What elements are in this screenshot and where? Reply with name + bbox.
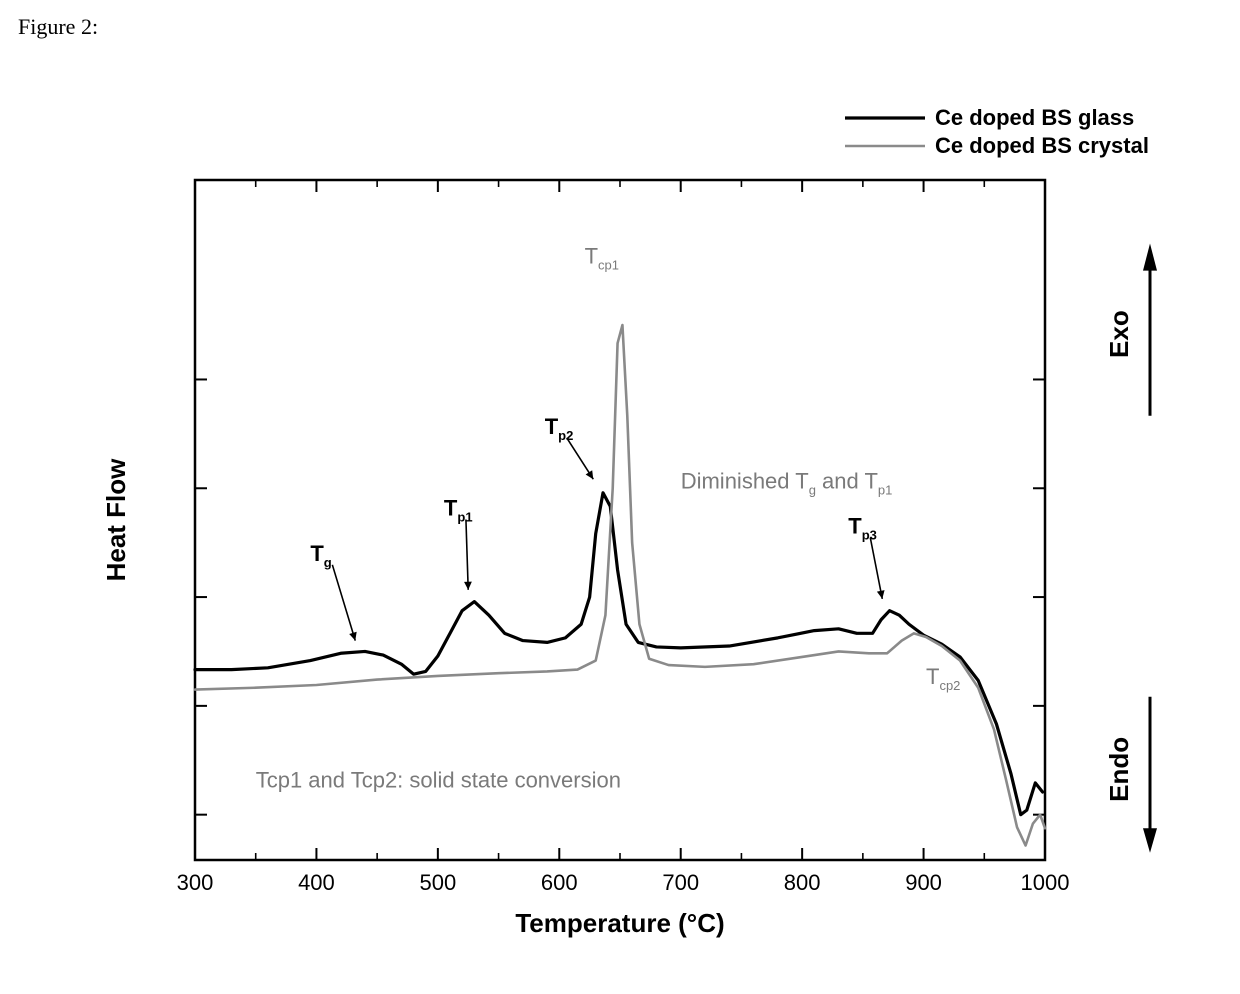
svg-text:Temperature (°C): Temperature (°C) [515, 908, 724, 938]
svg-text:Diminished Tg and Tp1: Diminished Tg and Tp1 [681, 468, 893, 497]
svg-text:800: 800 [784, 870, 821, 895]
svg-text:Exo: Exo [1104, 310, 1134, 358]
svg-text:900: 900 [905, 870, 942, 895]
svg-text:1000: 1000 [1021, 870, 1070, 895]
svg-text:700: 700 [662, 870, 699, 895]
svg-text:Ce doped BS crystal: Ce doped BS crystal [935, 133, 1149, 158]
page-root: Figure 2: 300 400 500 600 700 800 900 1000 Tempe… [0, 0, 1240, 989]
figure-caption: Figure 2: [18, 14, 98, 40]
svg-text:Heat Flow: Heat Flow [101, 458, 131, 582]
svg-text:Tcp2: Tcp2 [926, 664, 960, 693]
svg-text:Tcp1 and Tcp2: solid state con: Tcp1 and Tcp2: solid state conversion [256, 767, 621, 792]
svg-text:Endo: Endo [1104, 737, 1134, 802]
annotation-tg: Tg [310, 541, 331, 570]
svg-text:600: 600 [541, 870, 578, 895]
annotation-tp3: Tp3 [848, 514, 877, 543]
svg-text:400: 400 [298, 870, 335, 895]
svg-text:Ce doped BS glass: Ce doped BS glass [935, 105, 1134, 130]
annotation-tp1: Tp1 [444, 495, 473, 524]
svg-text:Tcp1: Tcp1 [585, 243, 619, 272]
annotation-tp2: Tp2 [545, 414, 574, 443]
dsc-chart: 300 400 500 600 700 800 900 1000 Temperature (°C… [0, 0, 1240, 989]
svg-text:300: 300 [177, 870, 214, 895]
svg-text:500: 500 [419, 870, 456, 895]
